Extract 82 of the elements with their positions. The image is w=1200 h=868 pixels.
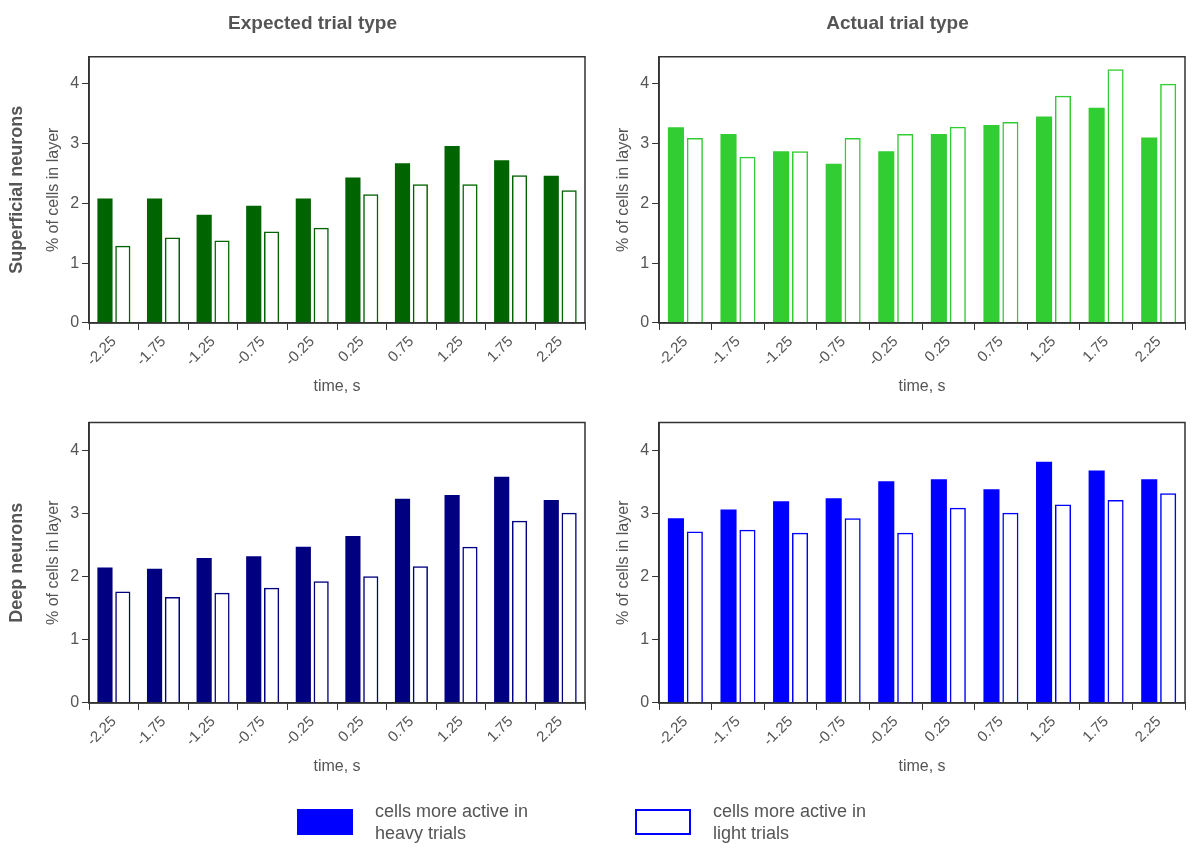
bar	[444, 145, 460, 323]
chart-title: Expected trial type	[228, 11, 397, 33]
bar	[1088, 107, 1105, 323]
y-tick-label: 2	[640, 193, 650, 211]
bar	[196, 214, 212, 323]
y-tick-label: 1	[640, 253, 650, 271]
y-axis-title: % of cells in layer	[614, 126, 632, 253]
legend-label: cells more active in light trials	[713, 800, 868, 844]
y-tick-label: 0	[640, 313, 650, 331]
bar	[543, 500, 559, 703]
y-tick-label: 4	[640, 74, 650, 92]
bar	[720, 133, 737, 323]
y-tick-label: 0	[70, 313, 80, 331]
y-tick-label: 1	[70, 630, 80, 648]
y-tick-label: 3	[70, 504, 80, 522]
bar	[930, 133, 947, 323]
bar	[1141, 479, 1158, 703]
bar	[246, 556, 262, 703]
bar	[720, 509, 737, 703]
y-tick-label: 3	[640, 133, 650, 151]
bar	[1036, 116, 1053, 323]
bar	[667, 127, 684, 323]
bar	[146, 568, 163, 703]
x-tick-label: 0.25	[920, 332, 954, 365]
bar	[667, 518, 684, 703]
x-tick-label: 0.25	[334, 332, 367, 365]
bar	[983, 489, 1000, 703]
y-tick-label: 3	[640, 504, 650, 522]
y-tick-label: 0	[70, 693, 80, 711]
text: Deep neurons	[5, 502, 26, 623]
bar	[97, 198, 113, 323]
bar	[394, 498, 411, 703]
x-axis-title: time, s	[898, 756, 946, 774]
chart-title: Actual trial type	[826, 11, 969, 33]
bar	[295, 198, 311, 323]
text: Superficial neurons	[5, 105, 26, 274]
bar	[1141, 137, 1158, 323]
x-axis-title: time, s	[898, 376, 946, 394]
bar	[825, 498, 842, 703]
y-axis-title: % of cells in layer	[614, 499, 632, 625]
bar	[1088, 470, 1105, 703]
legend-label: cells more active in heavy trials	[375, 800, 530, 844]
bar	[345, 535, 361, 703]
x-tick-label: 0.75	[973, 712, 1006, 745]
bar	[494, 476, 510, 703]
bar	[246, 205, 262, 323]
bar	[196, 558, 212, 703]
x-tick-label: 0.75	[383, 332, 417, 365]
y-tick-label: 0	[640, 693, 650, 711]
y-tick-label: 2	[70, 193, 80, 211]
bar	[295, 546, 311, 703]
x-axis-title: time, s	[313, 756, 361, 774]
y-tick-label: 1	[640, 630, 650, 648]
x-tick-label: 0.75	[973, 332, 1006, 365]
bar	[146, 198, 163, 323]
x-tick-label: 0.75	[383, 712, 417, 745]
y-tick-label: 4	[70, 74, 80, 92]
x-axis-title: time, s	[313, 376, 361, 394]
y-tick-label: 2	[70, 567, 80, 585]
bar	[773, 151, 790, 323]
bar	[444, 495, 460, 703]
bar	[494, 160, 510, 323]
y-tick-label: 4	[70, 441, 80, 459]
bar	[543, 175, 559, 323]
bar	[345, 177, 361, 323]
bar	[878, 481, 895, 703]
bar	[394, 163, 411, 323]
y-tick-label: 4	[640, 441, 650, 459]
x-tick-label: 0.25	[920, 712, 954, 745]
bar	[773, 501, 790, 703]
y-axis-title: % of cells in layer	[44, 499, 62, 625]
bar	[878, 151, 895, 323]
x-tick-label: 0.25	[334, 712, 367, 745]
y-tick-label: 3	[70, 133, 80, 151]
bar	[825, 163, 842, 323]
bar	[97, 567, 113, 703]
y-tick-label: 1	[70, 253, 80, 271]
bar	[930, 479, 947, 703]
bar	[983, 124, 1000, 323]
y-axis-title: % of cells in layer	[44, 126, 62, 253]
bar	[1036, 461, 1053, 703]
y-tick-label: 2	[640, 567, 650, 585]
